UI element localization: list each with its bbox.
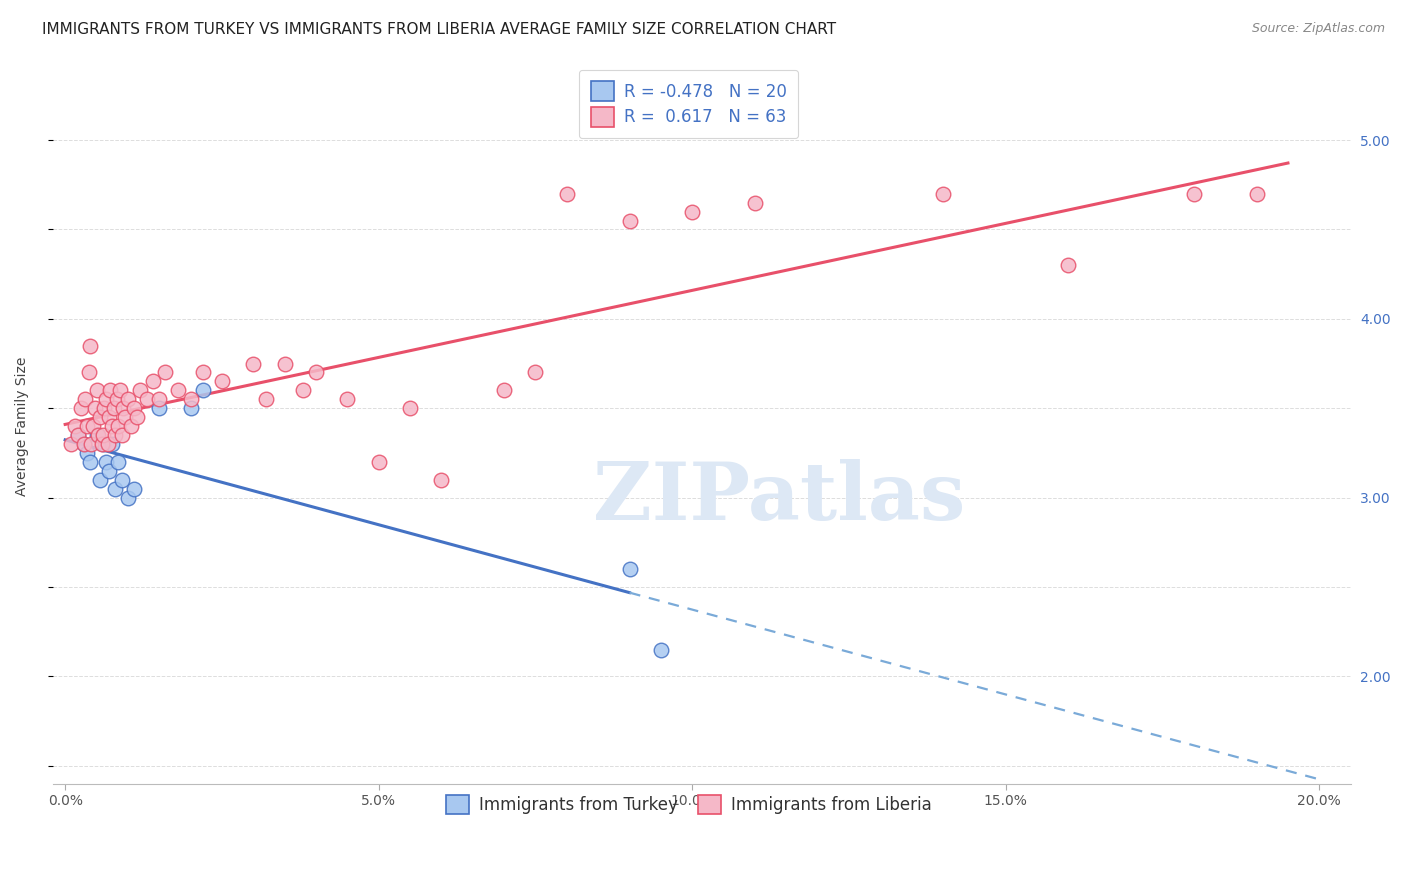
Point [101, 419, 124, 434]
Point [135, 392, 157, 407]
Point [524, 366, 547, 380]
Point [82, 419, 104, 434]
Point [211, 375, 233, 389]
Point [619, 562, 641, 576]
Point [336, 392, 359, 407]
Point [242, 357, 264, 371]
Point [76, 446, 98, 460]
Point [93, 401, 115, 416]
Point [89, 410, 111, 425]
Point [129, 384, 152, 398]
Point [98, 410, 121, 425]
Point [367, 455, 389, 469]
Point [89, 473, 111, 487]
Point [744, 195, 766, 210]
Point [66, 428, 89, 442]
Point [110, 428, 132, 442]
Point [101, 437, 124, 451]
Text: Source: ZipAtlas.com: Source: ZipAtlas.com [1251, 22, 1385, 36]
Point [107, 455, 129, 469]
Point [191, 384, 214, 398]
Point [80, 437, 103, 451]
Point [73, 437, 96, 451]
Point [86, 428, 108, 442]
Point [148, 401, 170, 416]
Point [87, 428, 110, 442]
Point [91, 437, 114, 451]
Point [122, 482, 145, 496]
Point [73, 437, 96, 451]
Point [180, 392, 202, 407]
Point [111, 401, 134, 416]
Point [90, 437, 112, 451]
Legend: Immigrants from Turkey, Immigrants from Liberia: Immigrants from Turkey, Immigrants from … [434, 783, 943, 825]
Point [681, 204, 703, 219]
Point [650, 642, 672, 657]
Point [399, 401, 422, 416]
Point [75, 392, 97, 407]
Point [110, 473, 132, 487]
Point [105, 392, 128, 407]
Point [619, 213, 641, 227]
Point [76, 419, 98, 434]
Point [430, 473, 453, 487]
Point [86, 384, 108, 398]
Point [494, 384, 516, 398]
Point [148, 392, 170, 407]
Text: IMMIGRANTS FROM TURKEY VS IMMIGRANTS FROM LIBERIA AVERAGE FAMILY SIZE CORRELATIO: IMMIGRANTS FROM TURKEY VS IMMIGRANTS FRO… [42, 22, 837, 37]
Point [142, 375, 165, 389]
Point [122, 401, 145, 416]
Point [94, 455, 117, 469]
Point [155, 366, 177, 380]
Point [98, 384, 121, 398]
Point [120, 419, 142, 434]
Point [69, 401, 91, 416]
Point [254, 392, 277, 407]
Point [191, 366, 214, 380]
Text: ZIPatlas: ZIPatlas [593, 458, 966, 537]
Point [63, 419, 86, 434]
Point [127, 410, 149, 425]
Point [305, 366, 328, 380]
Point [932, 186, 955, 201]
Point [103, 401, 125, 416]
Point [1057, 258, 1080, 272]
Point [1182, 186, 1205, 201]
Point [180, 401, 202, 416]
Point [117, 392, 139, 407]
Point [60, 437, 83, 451]
Point [107, 419, 129, 434]
Point [79, 455, 101, 469]
Point [104, 482, 127, 496]
Y-axis label: Average Family Size: Average Family Size [15, 357, 30, 496]
Point [94, 392, 117, 407]
Point [167, 384, 190, 398]
Point [110, 384, 132, 398]
Point [1246, 186, 1268, 201]
Point [84, 401, 107, 416]
Point [104, 428, 127, 442]
Point [292, 384, 315, 398]
Point [117, 491, 139, 505]
Point [77, 366, 100, 380]
Point [555, 186, 578, 201]
Point [91, 428, 114, 442]
Point [79, 339, 101, 353]
Point [114, 410, 136, 425]
Point [66, 428, 89, 442]
Point [273, 357, 295, 371]
Point [98, 464, 121, 478]
Point [97, 437, 120, 451]
